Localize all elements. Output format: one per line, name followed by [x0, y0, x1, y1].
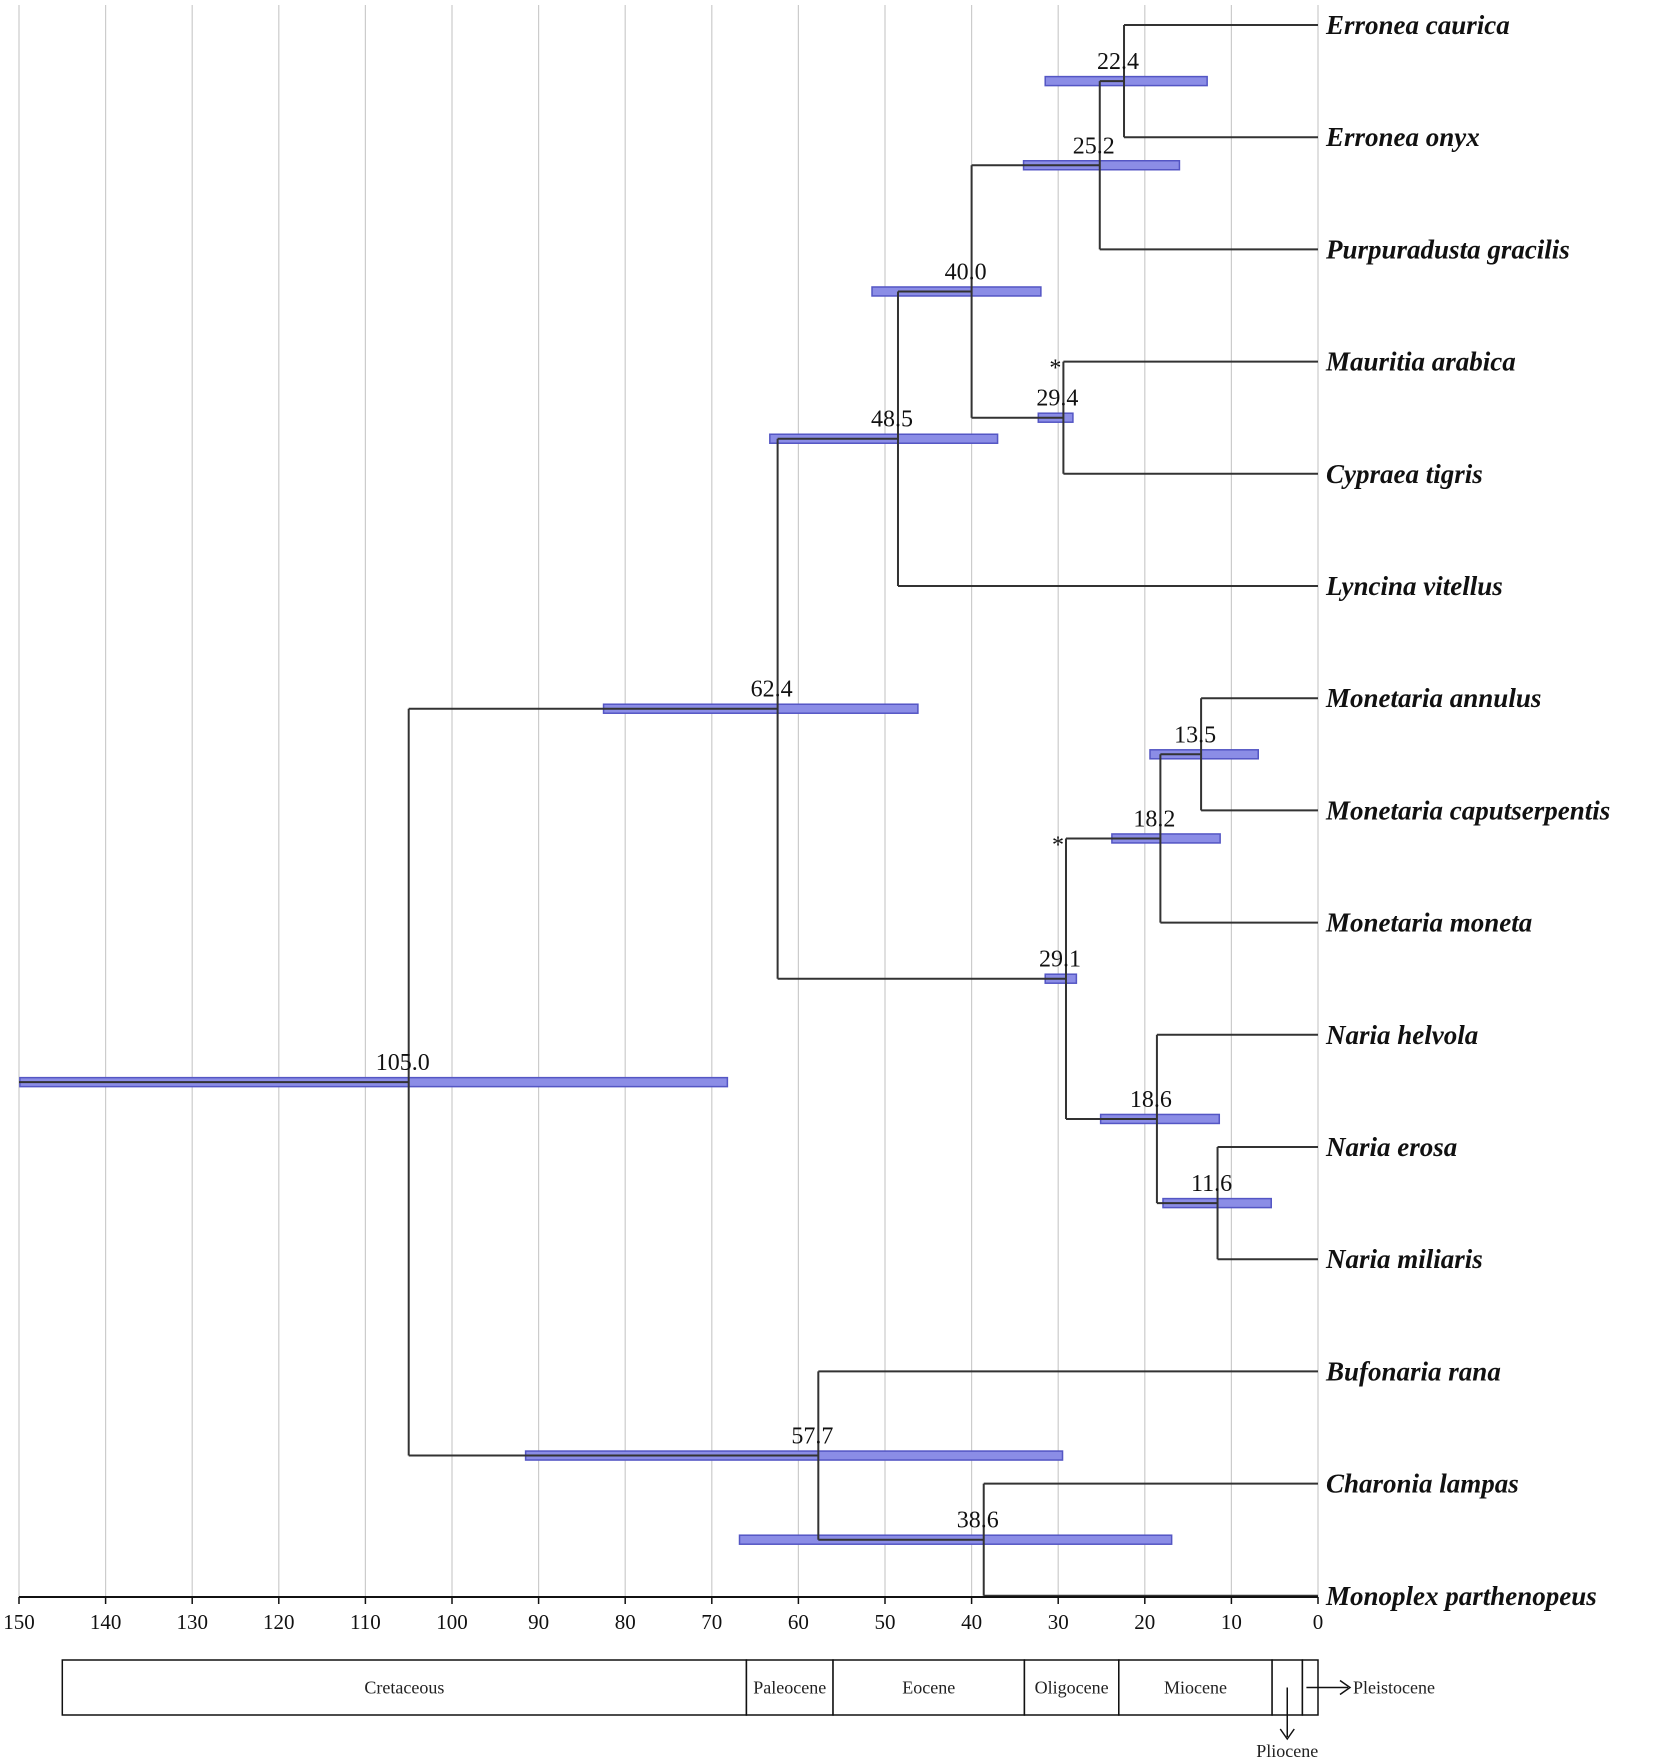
x-tick-label: 110: [350, 1610, 381, 1634]
x-tick-label: 0: [1313, 1610, 1324, 1634]
taxon-label: Erronea onyx: [1325, 122, 1480, 152]
taxon-label: Mauritia arabica: [1325, 347, 1516, 377]
node-age-label: 38.6: [957, 1508, 999, 1534]
node-age-label: 18.6: [1130, 1087, 1172, 1113]
period-label: Paleocene: [753, 1678, 826, 1698]
taxon-label: Monetaria moneta: [1325, 908, 1532, 938]
period-label: Cretaceous: [364, 1678, 444, 1698]
node-age-label: 22.4: [1097, 49, 1139, 75]
significance-star: *: [1052, 832, 1064, 858]
x-tick-label: 100: [436, 1610, 468, 1634]
node-age-label: 11.6: [1191, 1171, 1232, 1197]
taxon-label: Erronea caurica: [1325, 10, 1510, 40]
pliocene-arrowhead: [1279, 1728, 1295, 1741]
x-tick-label: 80: [615, 1610, 636, 1634]
x-tick-label: 120: [263, 1610, 295, 1634]
period-label: Pleistocene: [1353, 1678, 1435, 1698]
taxon-label: Charonia lampas: [1326, 1469, 1519, 1499]
x-tick-label: 70: [701, 1610, 722, 1634]
taxon-label: Naria erosa: [1325, 1132, 1457, 1162]
period-label: Pliocene: [1256, 1741, 1318, 1758]
node-age-label: 57.7: [791, 1424, 833, 1450]
taxon-label: Cypraea tigris: [1326, 459, 1483, 489]
node-age-label: 62.4: [751, 677, 793, 703]
taxon-label: Monetaria annulus: [1325, 683, 1541, 713]
taxon-label: Naria miliaris: [1325, 1244, 1483, 1274]
x-tick-label: 40: [961, 1610, 982, 1634]
x-tick-label: 20: [1134, 1610, 1155, 1634]
x-tick-label: 130: [176, 1610, 208, 1634]
x-tick-label: 60: [788, 1610, 809, 1634]
taxon-label: Purpuradusta gracilis: [1325, 234, 1570, 264]
period-box: [61, 1659, 748, 1716]
period-label: Miocene: [1164, 1678, 1227, 1698]
taxon-label: Lyncina vitellus: [1325, 571, 1503, 601]
node-age-label: 18.2: [1133, 806, 1175, 832]
pleistocene-arrowhead: [1339, 1679, 1352, 1696]
period-label: Oligocene: [1035, 1678, 1109, 1698]
period-box: [745, 1659, 834, 1716]
x-tick-label: 50: [875, 1610, 896, 1634]
x-tick-label: 150: [3, 1610, 35, 1634]
period-box: [832, 1659, 1026, 1716]
node-age-label: 48.5: [871, 407, 913, 433]
node-age-label: 29.1: [1039, 947, 1081, 973]
significance-star: *: [1049, 356, 1061, 382]
x-tick-label: 30: [1048, 1610, 1069, 1634]
ci-bar: [1044, 75, 1208, 87]
node-age-label: 29.4: [1036, 386, 1078, 412]
taxon-label: Monoplex parthenopeus: [1325, 1581, 1597, 1611]
taxon-label: Bufonaria rana: [1325, 1356, 1501, 1386]
node-age-label: 25.2: [1073, 133, 1115, 159]
x-tick-label: 10: [1221, 1610, 1242, 1634]
x-tick-label: 140: [90, 1610, 122, 1634]
node-age-label: 105.0: [376, 1050, 430, 1076]
period-label: Eocene: [902, 1678, 955, 1698]
taxon-label: Naria helvola: [1325, 1020, 1478, 1050]
period-box: [1023, 1659, 1120, 1716]
x-tick-label: 90: [528, 1610, 549, 1634]
node-age-label: 40.0: [945, 259, 987, 285]
period-box: [1118, 1659, 1273, 1716]
node-age-label: 13.5: [1174, 722, 1216, 748]
ci-bar: [1149, 749, 1259, 760]
taxon-label: Monetaria caputserpentis: [1325, 795, 1610, 825]
